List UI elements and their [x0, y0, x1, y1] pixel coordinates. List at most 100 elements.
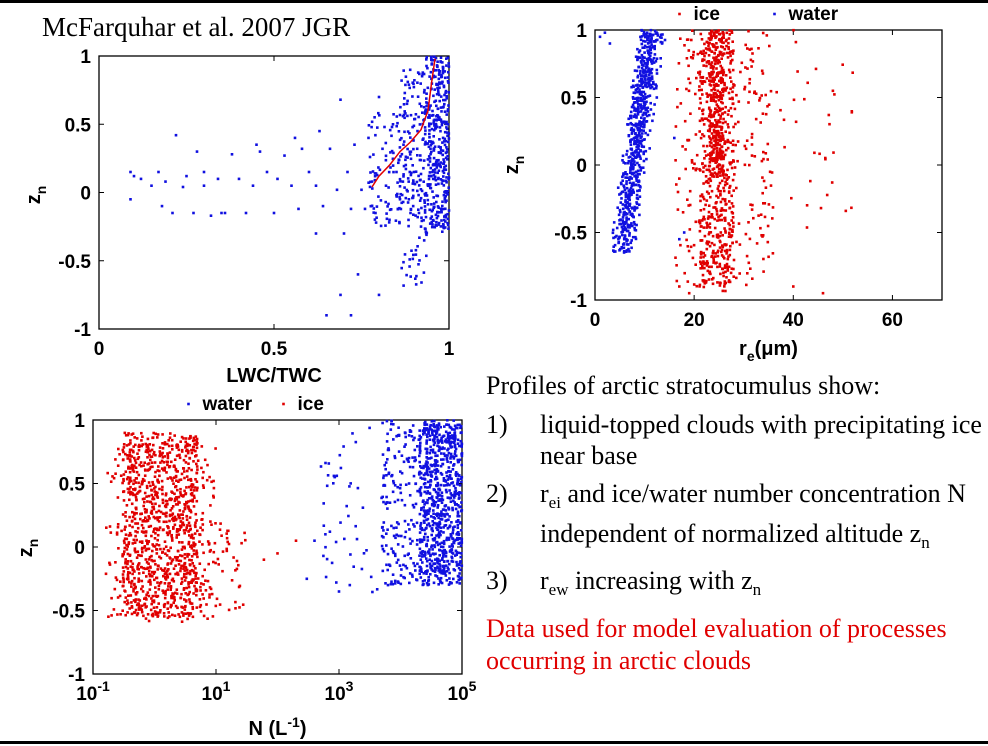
data-point	[198, 598, 202, 601]
data-point	[715, 82, 718, 86]
data-point	[448, 562, 451, 566]
data-point	[175, 479, 178, 482]
data-point	[447, 496, 450, 500]
data-point	[356, 486, 360, 490]
data-point	[642, 171, 646, 174]
data-point	[454, 450, 457, 453]
data-point	[403, 576, 406, 580]
data-point	[446, 217, 450, 221]
data-point	[641, 58, 644, 62]
data-point	[627, 156, 631, 159]
data-point	[225, 532, 228, 535]
data-point	[187, 540, 191, 544]
data-point	[176, 503, 180, 506]
data-point	[748, 90, 751, 94]
data-point	[747, 101, 750, 104]
data-point	[783, 145, 786, 149]
data-point	[140, 604, 144, 608]
data-point	[619, 218, 622, 221]
data-point	[123, 431, 127, 435]
data-point	[721, 234, 724, 237]
data-point	[683, 119, 687, 123]
data-point	[173, 499, 177, 503]
data-point	[428, 485, 431, 489]
data-point	[126, 562, 129, 566]
data-point	[431, 470, 434, 473]
data-point	[180, 564, 183, 568]
data-point	[454, 538, 458, 542]
data-point	[148, 517, 151, 520]
data-point	[728, 200, 731, 203]
data-point	[181, 521, 185, 524]
data-point	[432, 206, 435, 210]
data-point	[339, 466, 343, 470]
data-point	[636, 153, 639, 157]
data-point	[449, 441, 453, 445]
data-point	[171, 594, 174, 598]
data-point	[442, 565, 445, 569]
data-point	[409, 173, 413, 177]
data-point	[425, 518, 428, 522]
data-point	[176, 606, 179, 610]
data-point	[445, 127, 449, 131]
data-point	[214, 447, 217, 450]
data-point	[429, 449, 433, 452]
data-point	[428, 507, 432, 510]
item-text-sub: n	[752, 580, 762, 600]
data-point	[709, 97, 713, 100]
data-point	[639, 60, 643, 63]
data-point	[715, 42, 718, 45]
data-point	[407, 198, 411, 201]
data-point	[647, 82, 650, 86]
data-point	[419, 524, 422, 528]
data-point	[122, 473, 126, 476]
data-point	[186, 555, 189, 558]
data-point	[649, 86, 652, 90]
data-point	[716, 129, 720, 133]
data-point	[704, 47, 708, 50]
data-point	[151, 502, 154, 506]
data-point	[445, 569, 449, 573]
data-point	[429, 166, 433, 170]
data-point	[632, 137, 636, 140]
data-point	[649, 47, 652, 51]
data-point	[437, 169, 441, 172]
data-point	[414, 569, 417, 572]
data-point	[443, 425, 446, 428]
data-point	[445, 518, 449, 522]
data-point	[411, 95, 414, 98]
data-point	[330, 561, 334, 565]
data-point	[754, 92, 758, 95]
data-point	[389, 166, 392, 169]
data-point	[163, 441, 167, 444]
data-point	[158, 446, 162, 449]
data-point	[202, 597, 205, 600]
data-point	[695, 76, 698, 80]
data-point	[404, 112, 407, 115]
data-point	[635, 170, 638, 174]
data-point	[716, 143, 719, 146]
data-point	[446, 419, 449, 422]
data-point	[445, 158, 449, 161]
data-point	[448, 571, 451, 575]
data-point	[444, 122, 448, 126]
data-point	[149, 580, 152, 584]
data-point	[137, 445, 140, 448]
data-point	[643, 44, 647, 48]
data-point	[716, 105, 720, 108]
data-point	[230, 579, 234, 582]
data-point	[185, 568, 189, 572]
data-point	[712, 258, 715, 262]
data-point	[445, 536, 449, 540]
data-point	[134, 600, 137, 604]
data-point	[450, 436, 453, 440]
data-point	[728, 97, 732, 100]
data-point	[762, 150, 765, 154]
data-point	[428, 132, 431, 136]
data-point	[659, 33, 663, 37]
data-point	[225, 547, 228, 551]
data-point	[629, 162, 633, 165]
data-point	[727, 45, 730, 49]
data-point	[186, 617, 189, 621]
data-point	[130, 606, 134, 609]
